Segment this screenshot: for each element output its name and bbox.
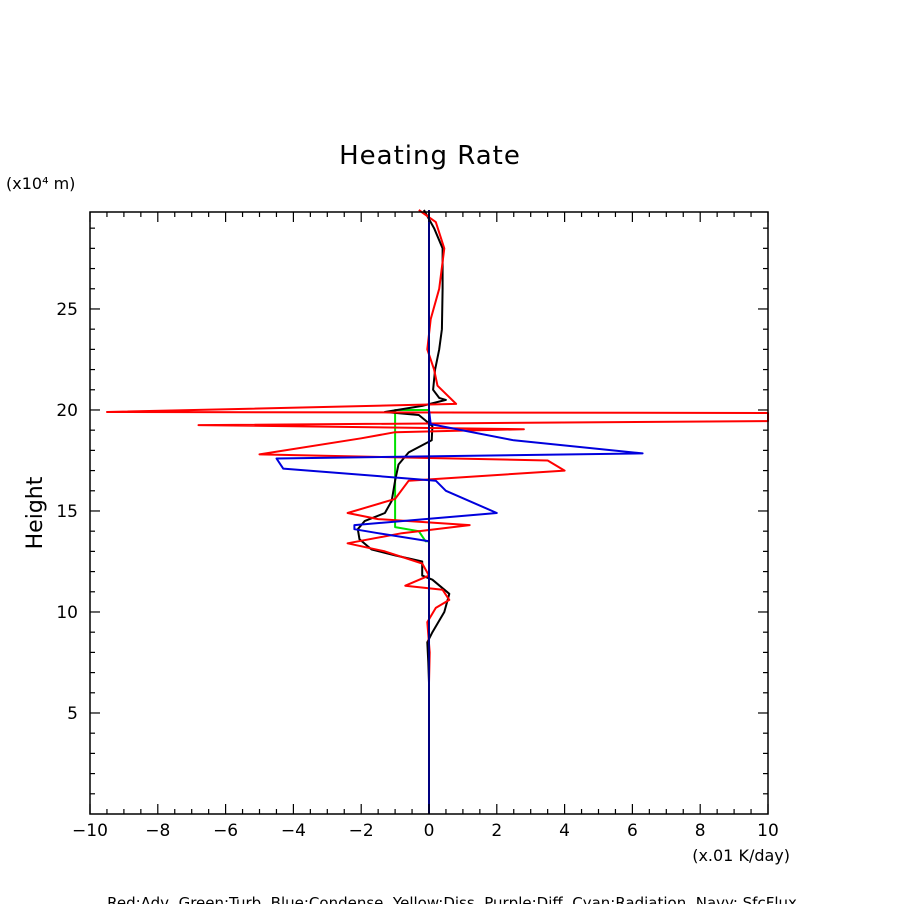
x-tick-label: 2 — [491, 821, 502, 841]
legend-caption: Red:Adv, Green:Turb, Blue:Condense, Yell… — [107, 894, 797, 904]
series-layer — [106, 209, 769, 814]
series-line-condense — [275, 210, 644, 814]
y-tick-label: 15 — [56, 502, 78, 522]
y-axis-label: Height — [23, 476, 48, 549]
plot-frame — [89, 211, 769, 815]
series-line-adv — [106, 209, 769, 784]
tick-layer: −10 −8 −6 −4 −2 0 2 4 6 8 10 5 10 15 20 25 — [56, 212, 779, 841]
x-tick-label: 8 — [695, 821, 706, 841]
x-tick-label: −2 — [349, 821, 374, 841]
chart-title: Heating Rate — [339, 141, 521, 171]
x-tick-label: 6 — [627, 821, 638, 841]
x-tick-label: −8 — [145, 821, 170, 841]
y-tick-label: 10 — [56, 603, 78, 623]
x-tick-label: 4 — [559, 821, 570, 841]
x-tick-label: −4 — [281, 821, 306, 841]
x-tick-label: −6 — [213, 821, 238, 841]
y-tick-label: 25 — [56, 300, 78, 320]
y-axis-unit: (x10⁴ m) — [6, 174, 75, 193]
x-tick-label: 10 — [757, 821, 779, 841]
y-tick-label: 5 — [67, 704, 78, 724]
x-tick-label: 0 — [424, 821, 435, 841]
y-tick-label: 20 — [56, 401, 78, 421]
x-tick-label: −10 — [72, 821, 108, 841]
x-axis-label: (x.01 K/day) — [692, 846, 790, 865]
series-line-total — [356, 209, 451, 683]
